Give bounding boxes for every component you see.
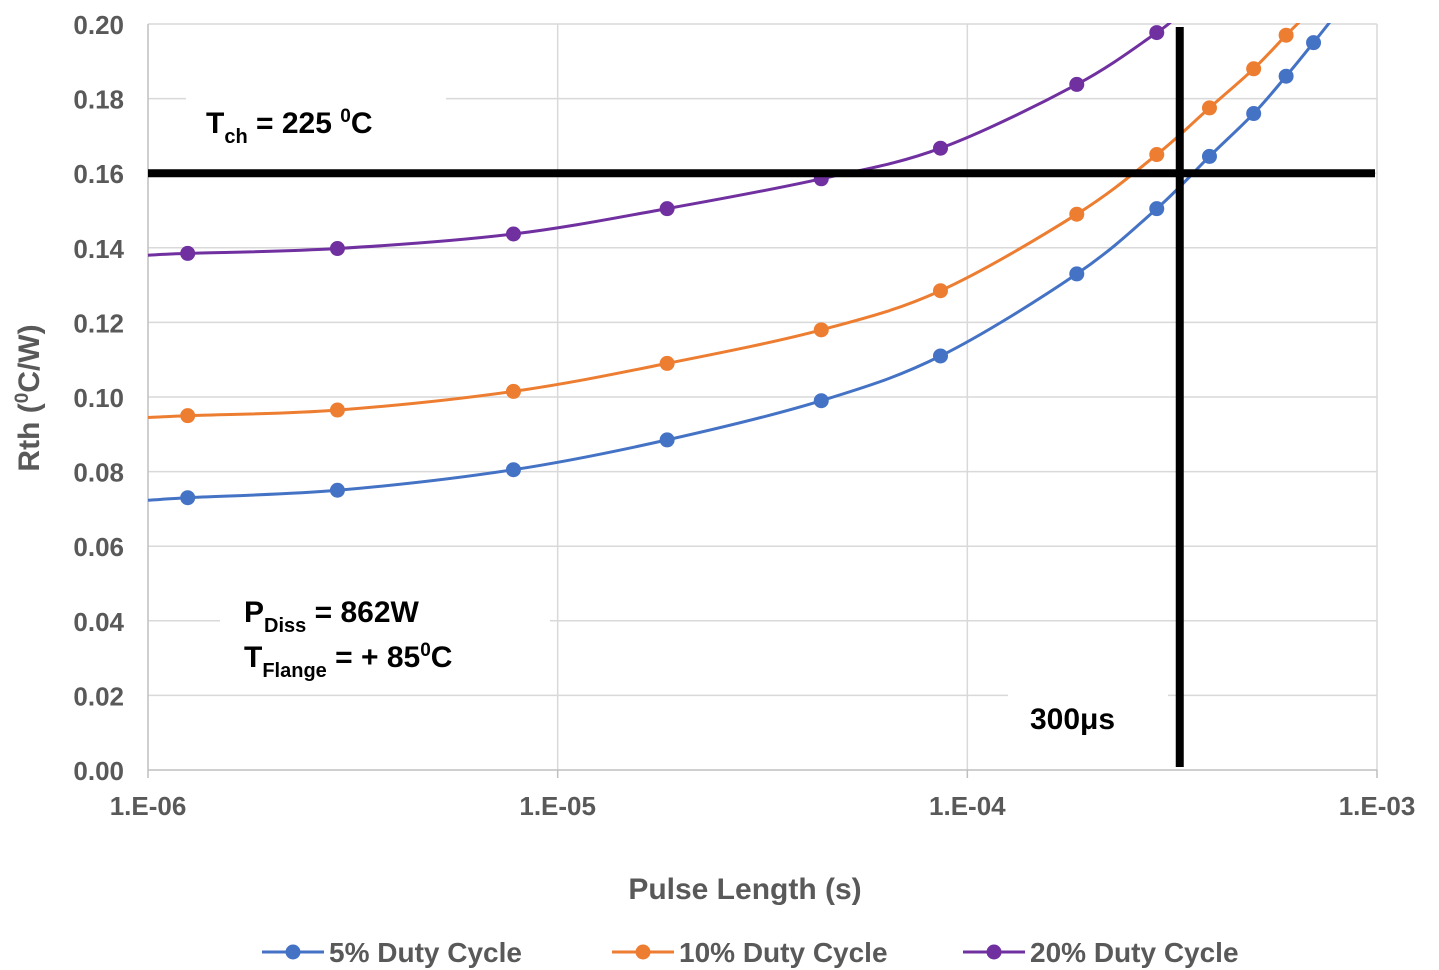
legend-swatch-marker	[635, 944, 651, 960]
y-axis-title: Rth (0C/W)	[12, 324, 46, 471]
series-line	[148, 23, 1332, 502]
legend-item: 10% Duty Cycle	[612, 937, 888, 968]
y-tick-label: 0.02	[73, 681, 124, 711]
data-point	[329, 402, 345, 418]
x-tick-label: 1.E-03	[1339, 791, 1416, 821]
data-point	[659, 432, 675, 448]
x-axis-title: Pulse Length (s)	[628, 873, 861, 906]
tch-annotation: Tch = 225 0C	[206, 106, 373, 148]
legend-label: 10% Duty Cycle	[679, 937, 888, 968]
tflange-annotation: TFlange = + 850C	[244, 640, 452, 682]
data-point	[659, 201, 675, 217]
data-point	[1201, 100, 1217, 116]
data-point	[1069, 206, 1085, 222]
data-point	[1201, 148, 1217, 164]
data-point	[813, 322, 829, 338]
y-tick-label: 0.06	[73, 532, 124, 562]
data-point	[180, 245, 196, 261]
y-tick-label: 0.00	[73, 756, 124, 786]
series-3	[148, 23, 1172, 261]
y-tick-label: 0.18	[73, 85, 124, 115]
data-point	[329, 482, 345, 498]
y-tick-label: 0.04	[73, 607, 124, 637]
y-tick-label: 0.20	[73, 10, 124, 40]
axes	[147, 24, 1378, 778]
data-point	[329, 241, 345, 257]
y-tick-label: 0.14	[73, 234, 124, 264]
data-point	[932, 348, 948, 364]
legend: 5% Duty Cycle 10% Duty Cycle 20% Duty Cycl…	[262, 937, 1239, 968]
data-point	[505, 226, 521, 242]
data-point	[932, 283, 948, 299]
legend-item: 20% Duty Cycle	[963, 937, 1239, 968]
data-point	[180, 408, 196, 424]
data-point	[1278, 68, 1294, 84]
data-point	[1246, 106, 1262, 122]
data-point	[1278, 27, 1294, 43]
pdiss-annotation-bg	[220, 590, 550, 690]
data-point	[1246, 61, 1262, 77]
legend-item: 5% Duty Cycle	[262, 937, 522, 968]
data-point	[1149, 201, 1165, 217]
y-tick-label: 0.08	[73, 458, 124, 488]
x-tick-label: 1.E-04	[929, 791, 1006, 821]
x-tick-label: 1.E-06	[110, 791, 187, 821]
data-point	[505, 462, 521, 478]
data-point	[1149, 25, 1165, 41]
tch-annotation-bg	[186, 86, 446, 166]
series-1	[148, 23, 1332, 506]
y-tick-label: 0.10	[73, 383, 124, 413]
reference-lines	[148, 27, 1375, 767]
data-point	[1149, 147, 1165, 163]
data-point	[1306, 35, 1322, 51]
pulse-annotation: 300μs	[1030, 703, 1115, 736]
data-point	[180, 490, 196, 506]
series-group	[148, 23, 1332, 506]
y-tick-label: 0.12	[73, 308, 124, 338]
legend-label: 5% Duty Cycle	[329, 937, 522, 968]
gridlines	[148, 23, 1378, 770]
series-2	[148, 23, 1301, 424]
legend-label: 20% Duty Cycle	[1030, 937, 1239, 968]
y-tick-label: 0.16	[73, 159, 124, 189]
pdiss-annotation: PDiss = 862W	[244, 596, 420, 637]
data-point	[932, 140, 948, 156]
data-point	[659, 355, 675, 371]
legend-swatch-marker	[285, 944, 301, 960]
data-point	[505, 383, 521, 399]
data-point	[813, 393, 829, 409]
data-point	[1069, 266, 1085, 282]
x-tick-label: 1.E-05	[519, 791, 596, 821]
series-line	[148, 23, 1172, 257]
data-point	[1069, 76, 1085, 92]
series-line	[148, 23, 1301, 419]
pulse-annotation-bg	[1008, 690, 1168, 750]
tick-labels: 0.00 0.02 0.04 0.06 0.08 0.10 0.12 0.14 0.16 0.18…	[73, 10, 1415, 821]
legend-swatch-marker	[986, 944, 1002, 960]
